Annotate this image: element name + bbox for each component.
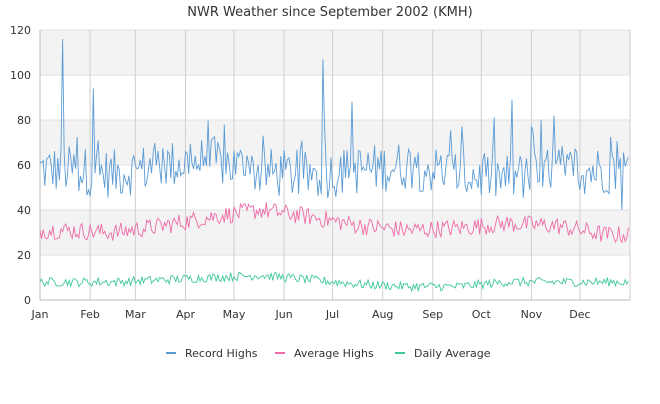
legend-label: Daily Average	[414, 347, 491, 360]
grid-band	[40, 75, 630, 120]
legend-label: Record Highs	[185, 347, 258, 360]
x-tick-label: Jun	[274, 308, 292, 321]
y-tick-label: 20	[17, 249, 31, 262]
x-tick-label: Oct	[472, 308, 492, 321]
grid-band	[40, 165, 630, 210]
y-tick-label: 100	[10, 69, 31, 82]
legend-item-daily-average[interactable]: Daily Average	[395, 347, 491, 360]
legend-label: Average Highs	[294, 347, 374, 360]
x-tick-label: Nov	[521, 308, 543, 321]
grid-band	[40, 255, 630, 300]
legend[interactable]: Record Highs Average Highs Daily Average	[166, 347, 491, 360]
series-lines	[39, 38, 629, 293]
y-tick-label: 80	[17, 114, 31, 127]
y-tick-label: 60	[17, 159, 31, 172]
x-tick-label: Jul	[325, 308, 339, 321]
y-tick-label: 0	[24, 294, 31, 307]
x-tick-label: Mar	[125, 308, 146, 321]
y-tick-label: 40	[17, 204, 31, 217]
series-line-record-highs	[39, 38, 629, 211]
grid-band	[40, 30, 630, 75]
y-tick-label: 120	[10, 24, 31, 37]
series-line-average-highs	[39, 202, 629, 244]
x-tick-label: Sep	[422, 308, 443, 321]
grid-bands	[40, 29, 630, 301]
y-axis: 0 20 40 60 80 100 120	[10, 24, 630, 307]
x-tick-label: Aug	[372, 308, 393, 321]
x-tick-label: Feb	[80, 308, 99, 321]
x-tick-label: Apr	[176, 308, 196, 321]
legend-item-record-highs[interactable]: Record Highs	[166, 347, 258, 360]
chart-title: NWR Weather since September 2002 (KMH)	[187, 5, 472, 20]
series-line-daily-average	[39, 271, 629, 293]
legend-item-average-highs[interactable]: Average Highs	[275, 347, 374, 360]
x-tick-label: Dec	[569, 308, 590, 321]
x-axis: Jan Feb Mar Apr May Jun Jul Aug Sep Oct Nov Dec	[31, 308, 591, 321]
x-tick-label: Jan	[31, 308, 49, 321]
x-tick-label: May	[223, 308, 246, 321]
